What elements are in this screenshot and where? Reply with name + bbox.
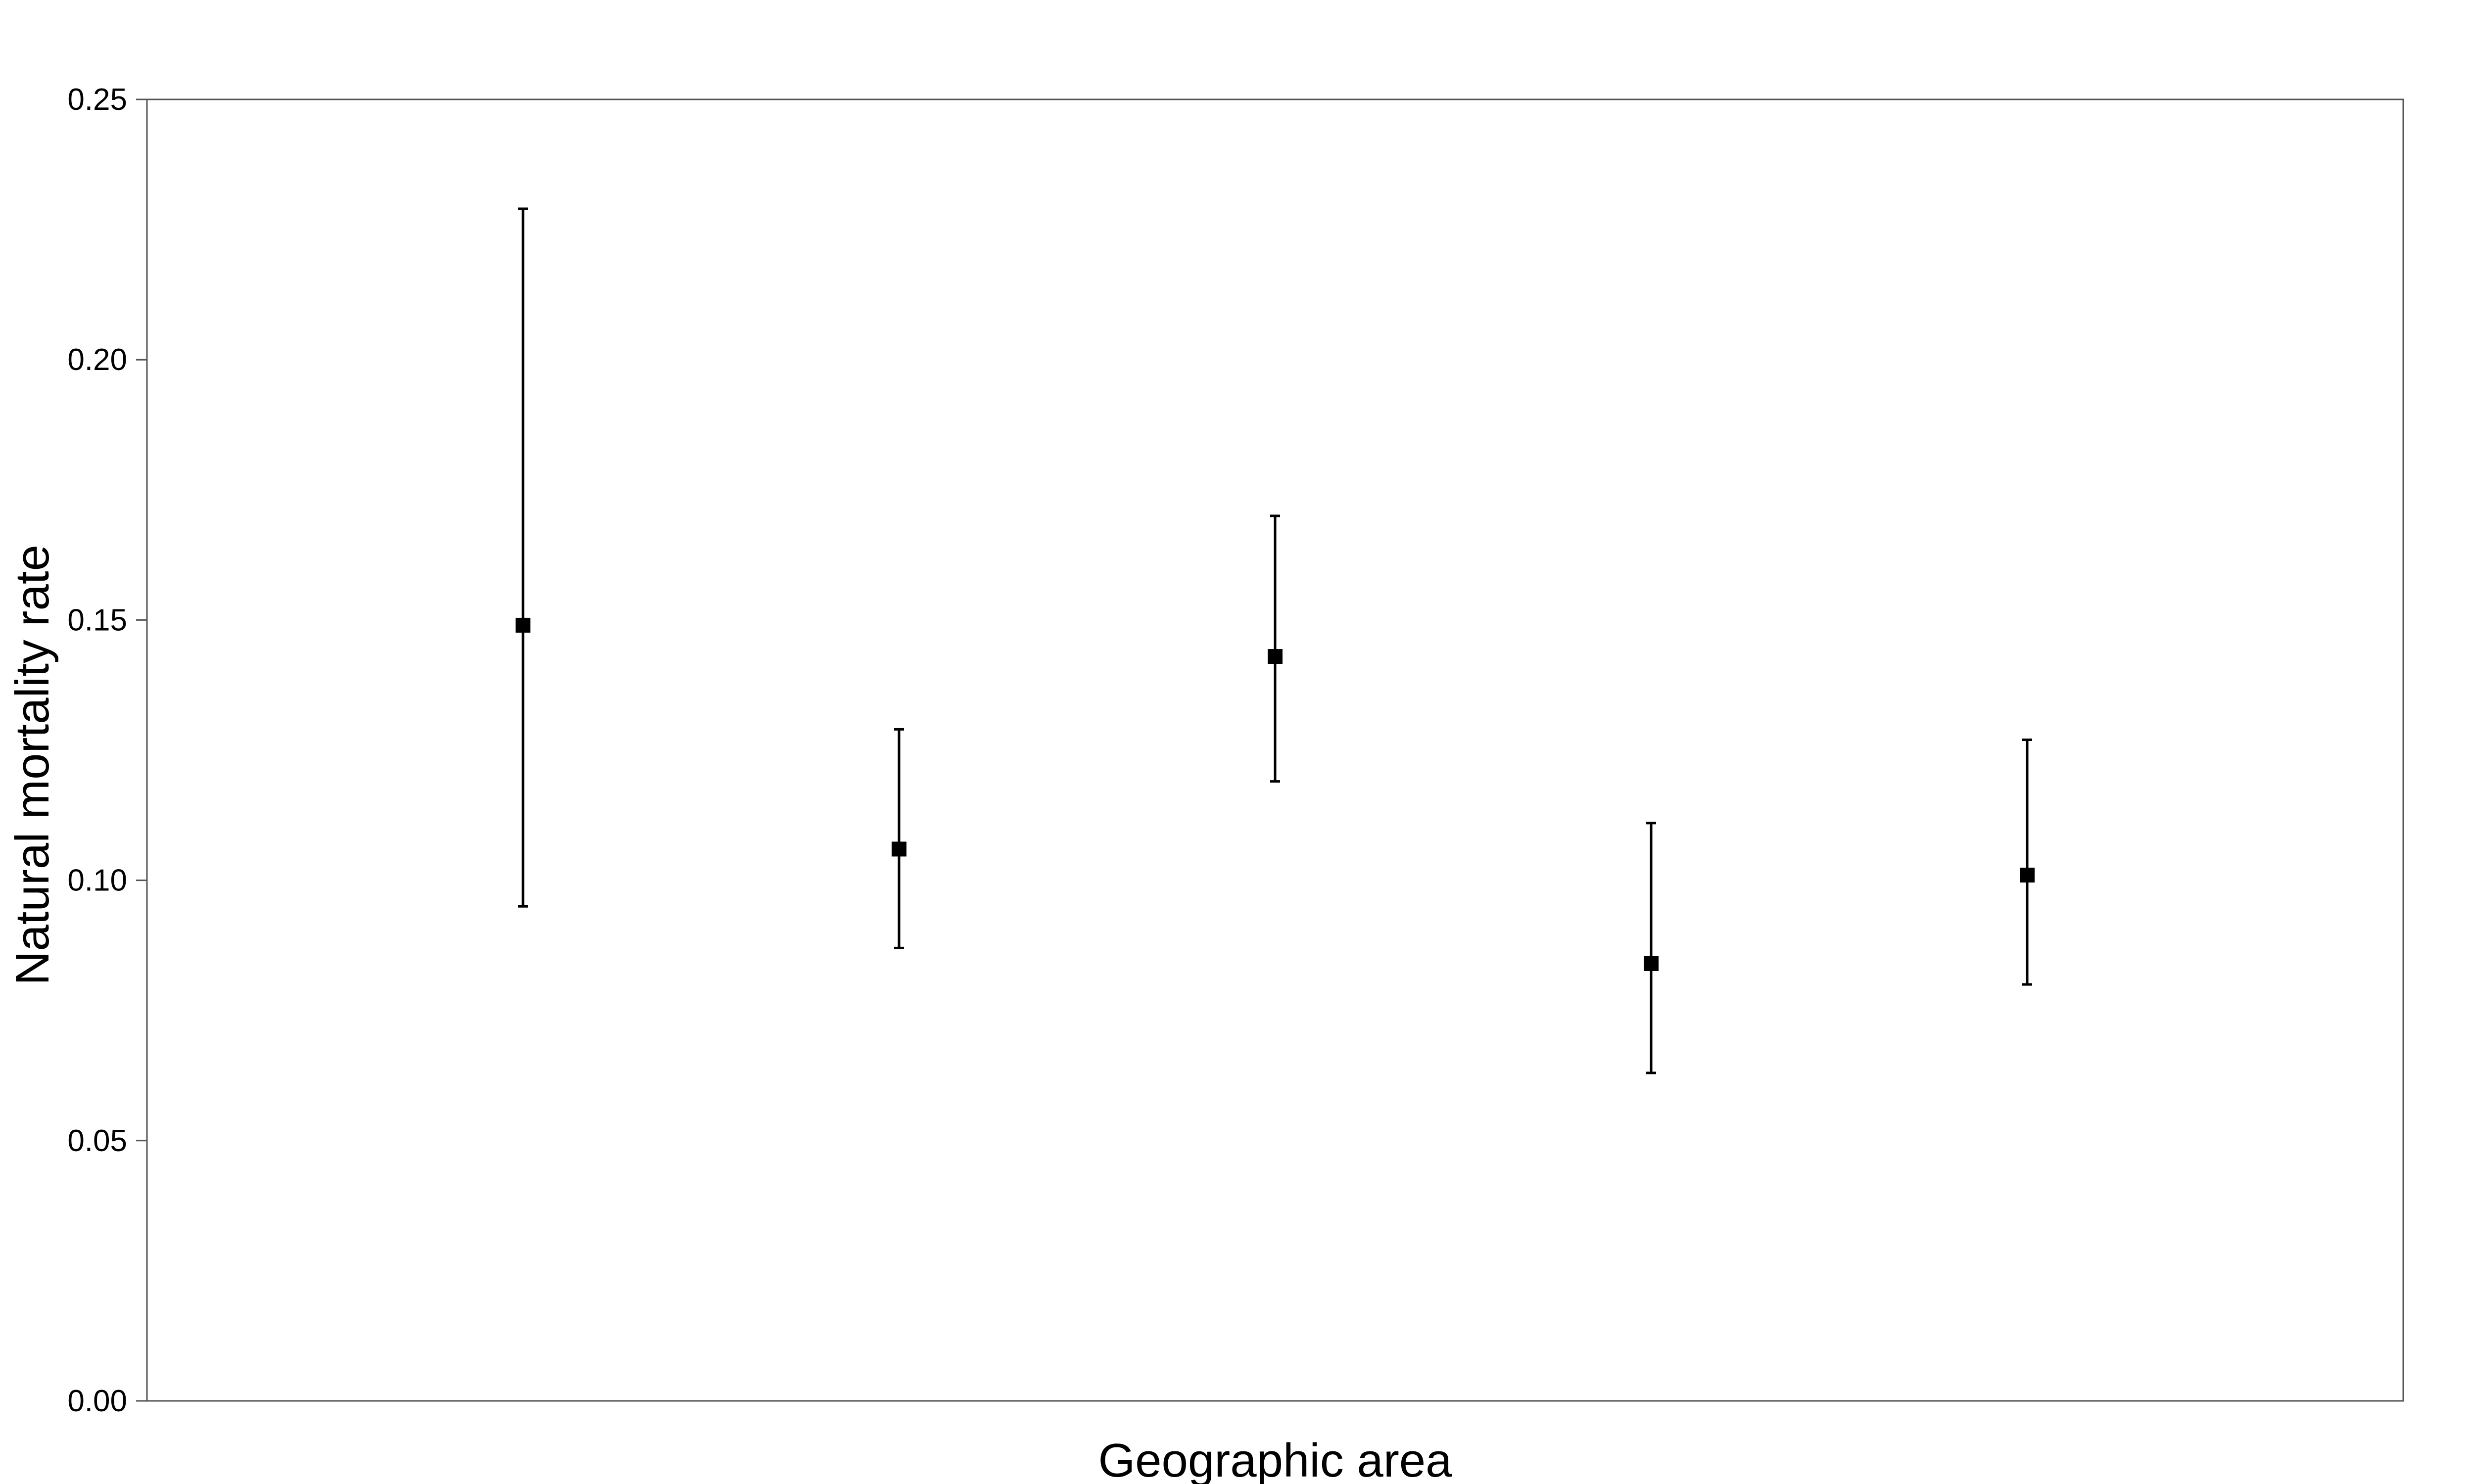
- data-point: [892, 841, 906, 857]
- data-point: [1644, 956, 1659, 971]
- y-tick-label: 0.25: [67, 83, 127, 117]
- y-tick-label: 0.20: [67, 343, 127, 377]
- y-tick-label: 0.00: [67, 1384, 127, 1418]
- y-axis: 0.00 0.05 0.10 0.15 0.20 0.25: [67, 83, 147, 1418]
- data-point: [1268, 649, 1283, 664]
- y-tick-label: 0.05: [67, 1124, 127, 1158]
- y-tick-label: 0.10: [67, 864, 127, 898]
- y-tick-label: 0.15: [67, 603, 127, 637]
- data-point: [2020, 868, 2035, 883]
- plot-frame: [146, 98, 2404, 1402]
- error-bar-series: [516, 207, 2035, 1074]
- x-axis-title: Geographic area: [1098, 1434, 1452, 1484]
- y-axis-title: Natural mortality rate: [6, 545, 59, 985]
- data-point: [516, 617, 530, 633]
